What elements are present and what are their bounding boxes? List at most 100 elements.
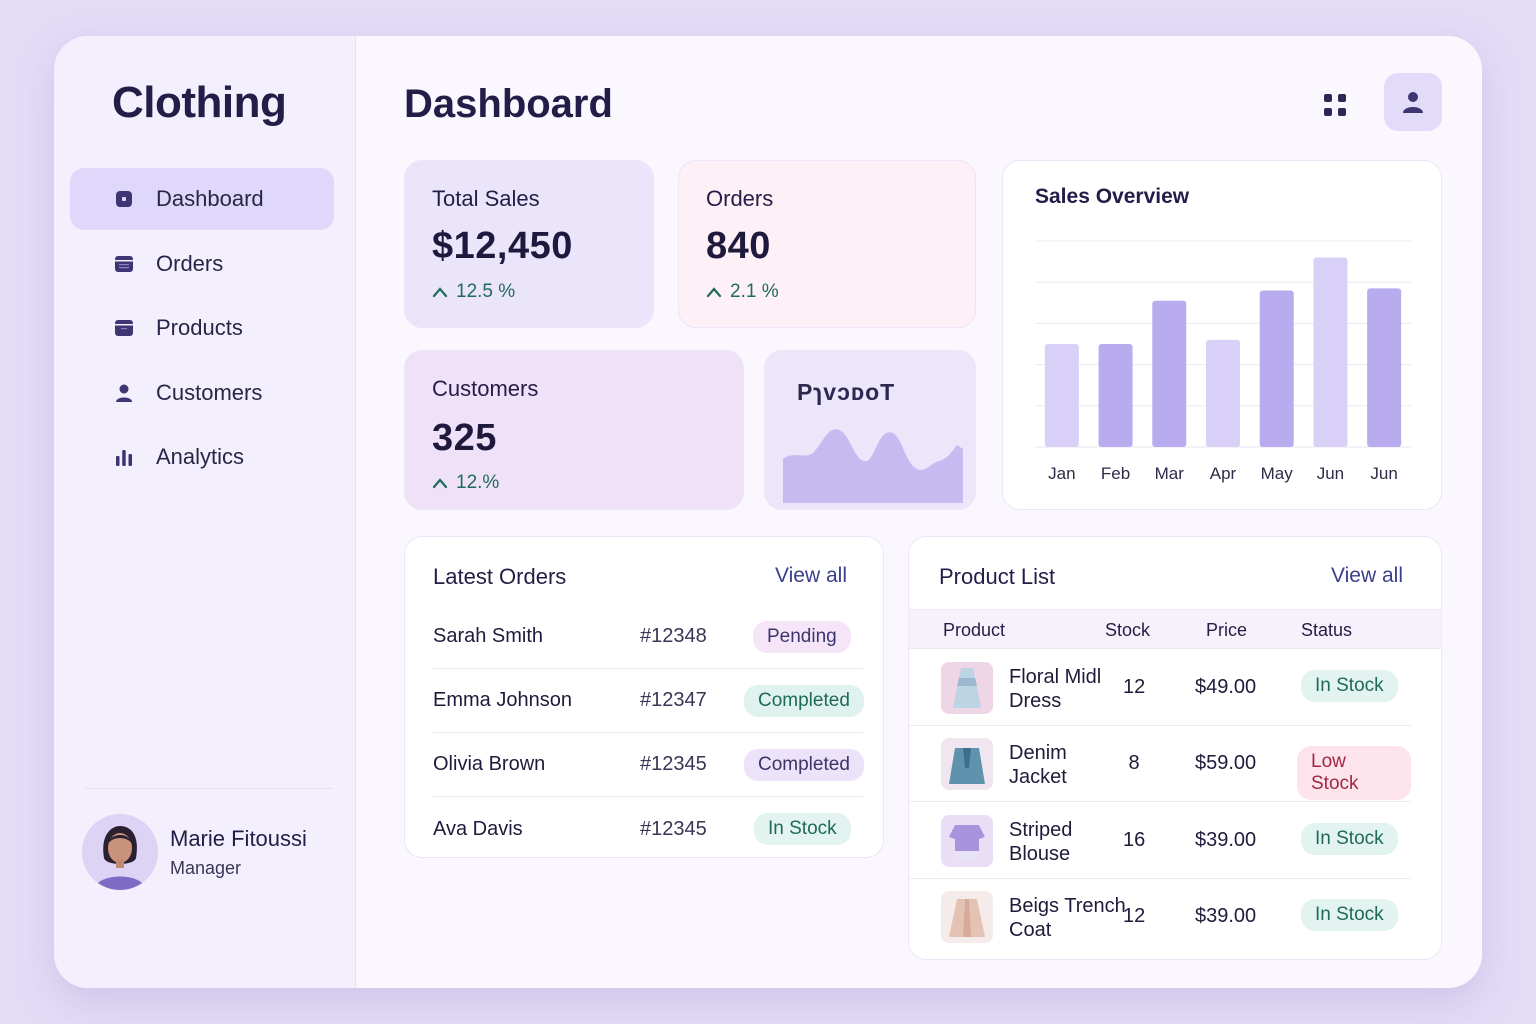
mini-area-chart — [783, 429, 963, 503]
total-sales-label: Total Sales — [432, 186, 540, 211]
sidebar-item-dashboard[interactable]: Dashboard — [70, 168, 334, 230]
latest-orders-title: Latest Orders — [433, 564, 567, 589]
order-status-badge: Completed — [744, 684, 864, 717]
sidebar-item-customers[interactable]: Customers — [70, 362, 334, 424]
product-price: $39.00 — [1195, 905, 1257, 927]
orders-card: Orders 840 2.1 % — [678, 160, 976, 328]
sidebar: Clothing Dashboard Orders Products — [54, 36, 356, 988]
trend-up-icon — [432, 287, 448, 298]
mini-trend-label: PɿvɔᴅoT — [797, 379, 896, 405]
total-sales-value: $12,450 — [432, 225, 573, 267]
product-stock: 16 — [1123, 829, 1146, 851]
order-id: #12345 — [640, 817, 707, 840]
product-name: Beigs Trench Coat — [1009, 895, 1126, 941]
order-row[interactable]: Olivia Brown #12345 Completed — [433, 733, 864, 797]
page-title: Dashboard — [404, 82, 613, 126]
product-price: $59.00 — [1195, 752, 1257, 774]
products-icon — [114, 318, 134, 338]
grid-icon — [1324, 94, 1346, 116]
order-id: #12347 — [640, 689, 707, 711]
chart-x-tick-label: May — [1261, 464, 1294, 483]
total-sales-card: Total Sales $12,450 12.5 % — [404, 160, 654, 328]
chart-bar-feb-1[interactable] — [1098, 344, 1133, 447]
customers-change-value: 12.% — [456, 472, 500, 493]
profile-role: Manager — [170, 857, 242, 878]
total-sales-change: 12.5 % — [432, 281, 515, 303]
column-header-status: Status — [1301, 620, 1353, 640]
sidebar-divider — [84, 788, 333, 789]
user-icon — [1403, 92, 1423, 113]
product-name: Floral Midl Dress — [1009, 666, 1102, 712]
trend-up-icon — [432, 478, 448, 489]
order-status-badge: Pending — [753, 620, 851, 653]
product-name: Striped Blouse — [1009, 819, 1073, 865]
customers-change: 12.% — [432, 472, 499, 494]
customers-label: Customers — [432, 376, 539, 401]
user-profile[interactable]: Marie Fitoussi Manager — [82, 814, 307, 890]
sidebar-item-orders[interactable]: Orders — [70, 233, 334, 295]
sidebar-item-products[interactable]: Products — [70, 297, 334, 359]
latest-orders-view-all-link[interactable]: View all — [775, 564, 847, 587]
sidebar-item-label: Products — [156, 315, 243, 340]
orders-icon — [114, 254, 134, 274]
order-row[interactable]: Ava Davis #12345 In Stock — [433, 797, 863, 861]
chart-x-tick-label: Jun — [1317, 464, 1344, 483]
product-list-title: Product List — [939, 564, 1056, 589]
sales-overview-title: Sales Overview — [1035, 185, 1190, 208]
chart-bar-jun-6[interactable] — [1367, 288, 1402, 447]
product-thumbnail — [941, 662, 993, 714]
column-header-product: Product — [943, 620, 1006, 640]
order-customer-name: Sarah Smith — [433, 625, 544, 647]
product-thumbnail — [941, 738, 993, 790]
product-status-badge: In Stock — [1301, 823, 1398, 855]
sidebar-item-label: Dashboard — [156, 186, 264, 211]
product-row[interactable]: Floral Midl Dress 12 $49.00 In Stock — [909, 650, 1411, 726]
sales-overview-card: Sales Overview Jan Feb Mar Apr May Jun Jun — [1002, 160, 1442, 510]
product-thumbnail — [941, 891, 993, 943]
column-header-price: Price — [1206, 620, 1248, 640]
product-status-badge: In Stock — [1301, 899, 1398, 931]
order-customer-name: Emma Johnson — [433, 689, 572, 711]
orders-value: 840 — [706, 225, 771, 267]
product-price: $49.00 — [1195, 676, 1257, 698]
chart-bar-jun-5[interactable] — [1313, 257, 1348, 447]
orders-label: Orders — [706, 186, 774, 211]
orders-list: Sarah Smith #12348 Pending Emma Johnson … — [433, 605, 864, 861]
column-header-stock: Stock — [1105, 620, 1151, 640]
customers-value: 325 — [432, 417, 497, 459]
chart-x-tick-label: Jan — [1048, 464, 1075, 483]
product-list-card: Product List View all Product Stock Pric… — [908, 536, 1442, 960]
order-row[interactable]: Emma Johnson #12347 Completed — [433, 669, 864, 733]
product-list-view-all-link[interactable]: View all — [1331, 564, 1403, 587]
chart-x-tick-label: Jun — [1370, 464, 1397, 483]
order-status-badge: Completed — [744, 748, 864, 781]
product-row[interactable]: Denim Jacket 8 $59.00 Low Stock — [909, 726, 1411, 802]
product-stock: 8 — [1128, 752, 1140, 774]
chart-x-tick-label: Apr — [1210, 464, 1237, 483]
product-thumbnail — [941, 815, 993, 867]
sidebar-item-analytics[interactable]: Analytics — [70, 426, 334, 488]
orders-change-value: 2.1 % — [730, 281, 779, 302]
dashboard-icon — [114, 189, 134, 209]
product-price: $39.00 — [1195, 829, 1257, 851]
order-row[interactable]: Sarah Smith #12348 Pending — [433, 605, 863, 669]
order-customer-name: Ava Davis — [433, 817, 523, 840]
chart-bar-jan-0[interactable] — [1044, 344, 1079, 447]
chart-bar-may-4[interactable] — [1259, 290, 1294, 447]
sidebar-item-label: Orders — [156, 250, 224, 276]
product-name: Denim Jacket — [1009, 742, 1067, 788]
chart-bar-mar-2[interactable] — [1152, 300, 1187, 447]
user-account-button[interactable] — [1384, 73, 1442, 131]
product-row[interactable]: Beigs Trench Coat 12 $39.00 In Stock — [909, 879, 1411, 955]
latest-orders-card: Latest Orders View all Sarah Smith #1234… — [404, 536, 884, 858]
product-status-badge: In Stock — [1301, 670, 1398, 702]
sidebar-item-label: Customers — [156, 379, 263, 405]
product-row[interactable]: Striped Blouse 16 $39.00 In Stock — [909, 803, 1411, 879]
order-customer-name: Olivia Brown — [433, 753, 546, 775]
product-table-header: Product Stock Price Status — [909, 609, 1441, 649]
sidebar-item-label: Analytics — [156, 444, 245, 469]
apps-grid-button[interactable] — [1318, 88, 1352, 122]
brand-logo: Clothing — [112, 78, 287, 127]
product-status-badge: Low Stock — [1297, 746, 1411, 800]
chart-bar-apr-3[interactable] — [1206, 339, 1240, 447]
